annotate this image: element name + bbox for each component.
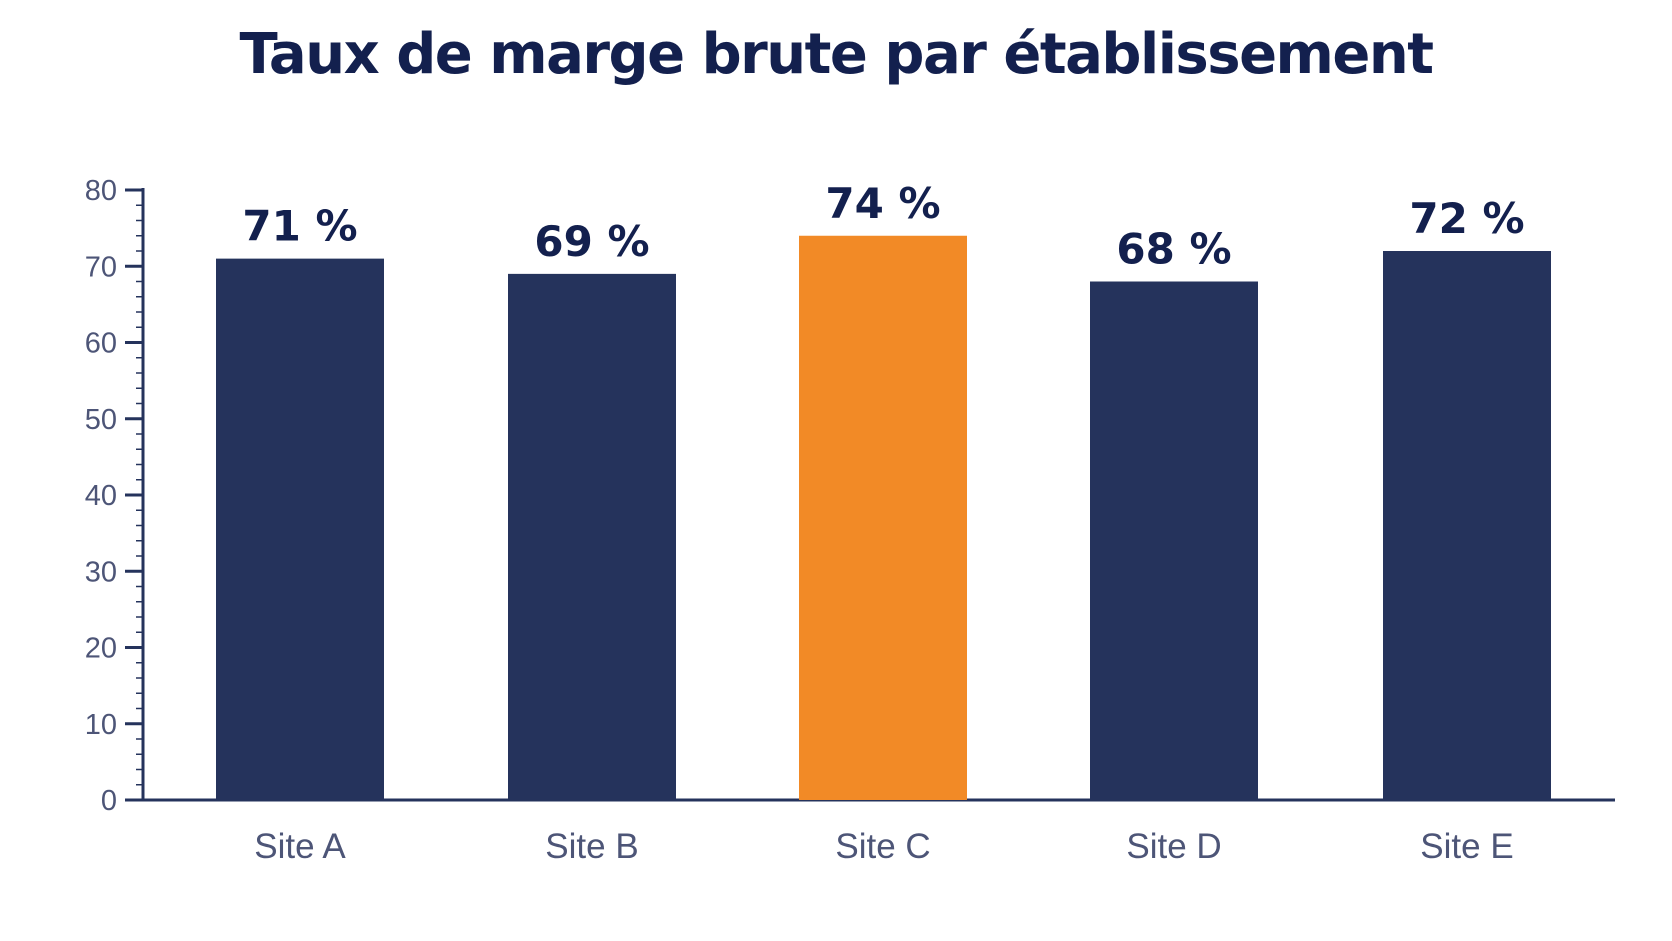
bar-value-label: 74 % [825, 179, 940, 228]
y-tick-label: 40 [85, 480, 117, 512]
bar-value-label: 72 % [1409, 194, 1524, 243]
bar-value-label: 69 % [534, 217, 649, 266]
y-tick-label: 60 [85, 328, 117, 360]
y-tick-label: 20 [85, 633, 117, 665]
bar-value-label: 71 % [242, 202, 357, 251]
y-tick-label: 80 [85, 175, 117, 207]
y-tick-label: 0 [101, 785, 117, 817]
bars [216, 235, 1551, 800]
x-tick-label: Site D [1126, 827, 1221, 866]
y-tick-label: 70 [85, 251, 117, 283]
y-tick-label: 30 [85, 556, 117, 588]
x-tick-label: Site C [835, 827, 930, 866]
bar [1383, 251, 1551, 800]
bar [216, 258, 384, 800]
bar [799, 235, 967, 800]
bar [508, 273, 676, 800]
bar-value-label: 68 % [1116, 225, 1231, 274]
labels: 0 10 20 30 40 50 60 70 80 71 % Site A 69 % Site B 74 … [85, 175, 1525, 866]
x-tick-label: Site E [1420, 827, 1513, 866]
x-tick-label: Site A [254, 827, 346, 866]
chart-title: Taux de marge brute par établissement [239, 22, 1434, 87]
x-tick-label: Site B [545, 827, 638, 866]
y-tick-label: 10 [85, 709, 117, 741]
bar [1090, 281, 1258, 800]
y-tick-label: 50 [85, 404, 117, 436]
